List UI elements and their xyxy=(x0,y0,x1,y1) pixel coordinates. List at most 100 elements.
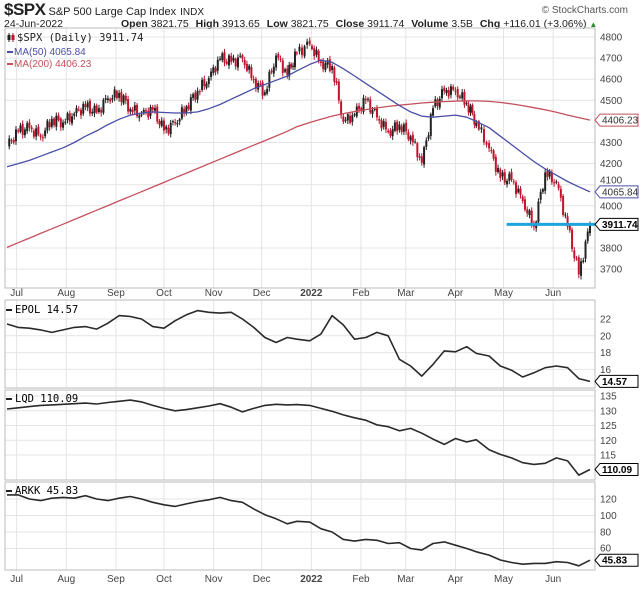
epol-line xyxy=(6,309,591,383)
candle-body xyxy=(467,104,470,113)
y-tick-label: 20 xyxy=(600,331,612,342)
candle-body xyxy=(557,184,560,189)
candle-body xyxy=(454,90,457,92)
candle-body xyxy=(367,98,370,100)
candle-body xyxy=(48,122,51,128)
candle-body xyxy=(46,120,49,131)
low-value: 3821.75 xyxy=(290,18,329,30)
candle-body xyxy=(349,115,352,123)
candle-body xyxy=(68,113,71,122)
candle-body xyxy=(477,121,480,130)
panel-frame xyxy=(4,27,596,289)
candle-body xyxy=(198,91,201,93)
candle-body xyxy=(537,201,540,223)
candle-body xyxy=(66,113,69,121)
candle-body xyxy=(292,65,295,67)
candle-body xyxy=(93,105,96,114)
candle-body xyxy=(550,172,553,183)
candle-body xyxy=(503,172,506,183)
candle-body xyxy=(369,99,372,113)
candle-body xyxy=(506,180,509,185)
candle-body xyxy=(452,86,455,90)
high-label: High xyxy=(195,18,219,30)
lqd-legend: LQD 110.09 xyxy=(6,393,78,405)
candle-body xyxy=(113,89,116,98)
candle-body xyxy=(485,142,488,145)
candle-body xyxy=(147,110,150,118)
candle-body xyxy=(281,60,284,73)
candle-body xyxy=(225,61,228,64)
candle-body xyxy=(586,231,589,242)
candle-body xyxy=(41,137,44,139)
candle-body xyxy=(541,189,544,192)
candle-body xyxy=(210,71,213,77)
high-value: 3913.65 xyxy=(221,18,260,30)
candle-body xyxy=(250,67,253,79)
candle-body xyxy=(546,170,549,178)
candle-body xyxy=(142,109,145,114)
candle-body xyxy=(35,128,38,137)
candle-body xyxy=(512,181,515,183)
candle-body xyxy=(298,46,301,52)
candle-body xyxy=(241,55,244,59)
grid xyxy=(5,28,595,570)
candle-body xyxy=(429,114,432,136)
candle-body xyxy=(109,99,112,102)
candle-body xyxy=(169,122,172,135)
value-box xyxy=(594,113,639,127)
candle-body xyxy=(488,143,491,149)
close-value: 3911.74 xyxy=(367,18,405,30)
candle-body xyxy=(432,108,435,116)
candle-body xyxy=(118,92,121,98)
candle-body xyxy=(492,150,495,159)
candle-body xyxy=(458,96,461,98)
y-tick-label: 22 xyxy=(600,315,612,326)
stockcharts-brand: © StockCharts.com xyxy=(541,5,628,16)
candle-body xyxy=(79,109,82,116)
candle-body xyxy=(344,119,347,121)
candle-body xyxy=(358,105,361,110)
arkk-line xyxy=(7,494,591,567)
candle-body xyxy=(84,104,87,108)
candle-body xyxy=(174,122,177,124)
candle-body xyxy=(573,250,576,259)
candle-body xyxy=(14,129,17,142)
candle-body xyxy=(409,136,412,141)
volume-label: Volume xyxy=(411,18,449,30)
value-text: 3911.74 xyxy=(602,220,638,231)
candle-body xyxy=(106,98,109,100)
candle-body xyxy=(77,109,80,111)
candle-body xyxy=(528,210,531,216)
x-tick-label: Dec xyxy=(253,574,271,585)
lqd-line xyxy=(6,399,591,476)
candle-body xyxy=(398,124,401,130)
ma50-line xyxy=(6,59,591,193)
candle-body xyxy=(351,115,354,122)
x-tick-label: Sep xyxy=(107,288,125,299)
candle-body xyxy=(232,57,235,61)
candle-body xyxy=(571,229,574,249)
candle-body xyxy=(315,49,318,55)
symbol: $SPX xyxy=(4,0,46,19)
quote-date: 24-Jun-2022 xyxy=(4,18,63,30)
candle-body xyxy=(539,191,542,200)
candle-body xyxy=(402,124,405,132)
candle-body xyxy=(100,109,103,113)
candle-body xyxy=(324,63,327,70)
open-value: 3821.75 xyxy=(150,18,189,30)
candle-body xyxy=(480,127,483,130)
candle-body xyxy=(263,92,266,95)
candle-body xyxy=(416,143,419,158)
candle-body xyxy=(423,147,426,165)
x-tick-label: May xyxy=(494,574,513,585)
candle-body xyxy=(279,58,282,60)
candle-body xyxy=(308,40,311,45)
candle-body xyxy=(44,130,47,137)
x-tick-label: Feb xyxy=(352,574,370,585)
candle-body xyxy=(471,104,474,114)
candle-body xyxy=(156,106,159,122)
candle-body xyxy=(449,86,452,95)
candle-body xyxy=(326,60,329,65)
y-tick-label: 115 xyxy=(600,451,616,462)
legend-ma50: MA(50) 4065.84 xyxy=(14,47,86,58)
